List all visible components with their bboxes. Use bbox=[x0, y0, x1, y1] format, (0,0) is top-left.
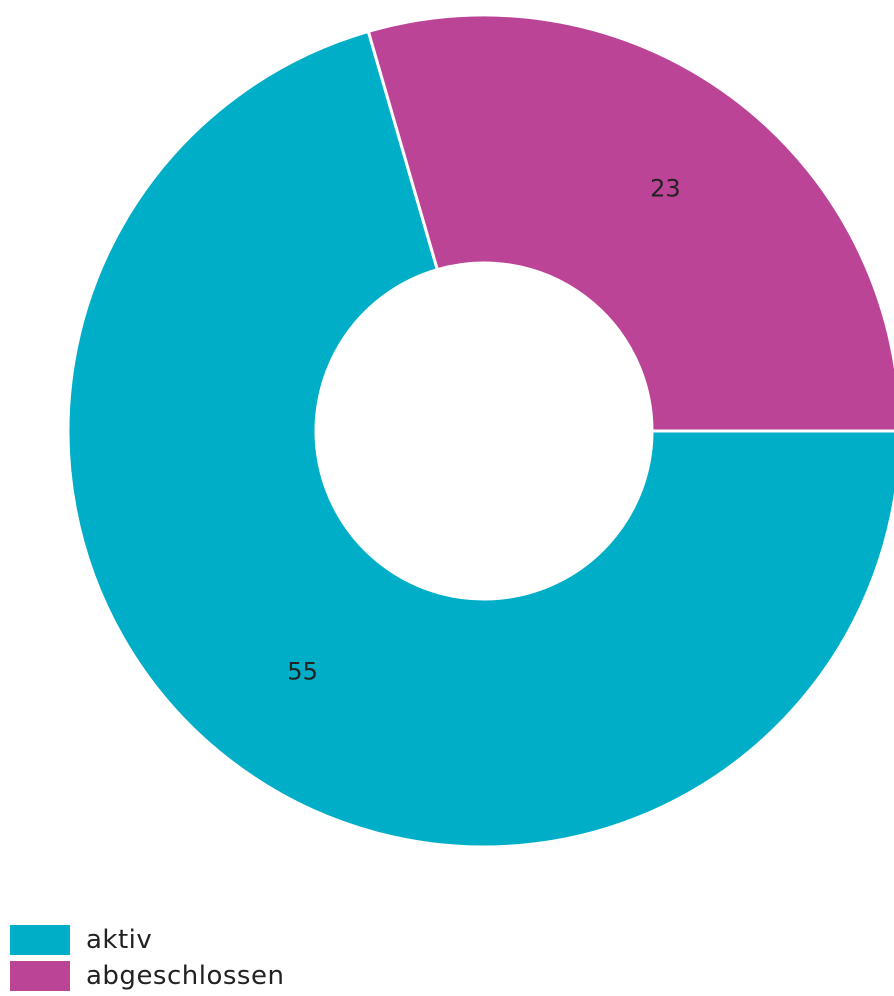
legend-label-aktiv: aktiv bbox=[86, 925, 153, 955]
legend-item-aktiv[interactable]: aktiv bbox=[10, 922, 284, 958]
legend-item-abgeschlossen[interactable]: abgeschlossen bbox=[10, 958, 284, 994]
legend: aktiv abgeschlossen bbox=[10, 922, 284, 994]
legend-swatch-aktiv bbox=[10, 925, 70, 955]
data-label-aktiv: 55 bbox=[287, 657, 318, 685]
legend-label-abgeschlossen: abgeschlossen bbox=[86, 961, 285, 991]
legend-swatch-abgeschlossen bbox=[10, 961, 70, 991]
data-label-abgeschlossen: 23 bbox=[650, 175, 681, 203]
donut-chart: 23 55 bbox=[66, 13, 894, 849]
slice-aktiv[interactable] bbox=[66, 29, 894, 849]
slice-abgeschlossen[interactable] bbox=[366, 13, 894, 433]
